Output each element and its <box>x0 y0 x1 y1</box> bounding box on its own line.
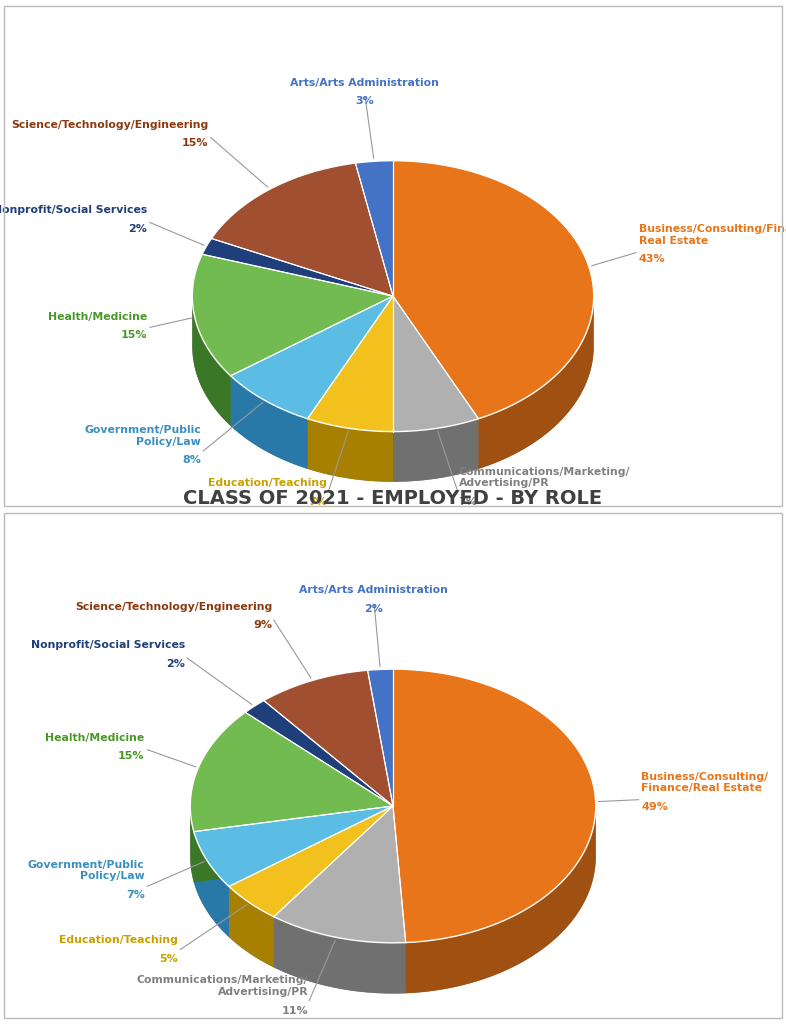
Polygon shape <box>190 713 393 831</box>
Polygon shape <box>393 806 406 993</box>
Polygon shape <box>194 806 393 887</box>
Text: 11%: 11% <box>281 1006 308 1016</box>
Polygon shape <box>307 419 393 482</box>
Text: Government/Public
Policy/Law: Government/Public Policy/Law <box>84 425 201 446</box>
Bar <box>4 513 782 1018</box>
Polygon shape <box>393 669 596 942</box>
Text: 8%: 8% <box>182 456 201 465</box>
Polygon shape <box>406 807 596 993</box>
Text: 7%: 7% <box>459 497 478 507</box>
Polygon shape <box>264 671 393 806</box>
Text: Communications/Marketing/
Advertising/PR: Communications/Marketing/ Advertising/PR <box>137 976 308 997</box>
Polygon shape <box>368 669 393 806</box>
Text: Arts/Arts Administration: Arts/Arts Administration <box>299 585 448 595</box>
Polygon shape <box>274 806 406 943</box>
Polygon shape <box>202 239 393 296</box>
Text: Health/Medicine: Health/Medicine <box>48 312 147 322</box>
Text: Education/Teaching: Education/Teaching <box>59 935 178 945</box>
Polygon shape <box>230 296 393 419</box>
Polygon shape <box>229 806 393 916</box>
Text: Communications/Marketing/
Advertising/PR: Communications/Marketing/ Advertising/PR <box>459 467 630 488</box>
Polygon shape <box>307 296 393 432</box>
Text: 2%: 2% <box>128 224 147 233</box>
Text: Nonprofit/Social Services: Nonprofit/Social Services <box>31 640 185 650</box>
Polygon shape <box>230 376 307 469</box>
Polygon shape <box>194 831 229 937</box>
Polygon shape <box>355 161 393 296</box>
Polygon shape <box>479 296 593 469</box>
Text: 2%: 2% <box>365 603 384 613</box>
Text: 43%: 43% <box>639 254 666 264</box>
Text: Government/Public
Policy/Law: Government/Public Policy/Law <box>28 860 145 882</box>
Polygon shape <box>194 806 393 883</box>
Polygon shape <box>190 806 596 993</box>
Polygon shape <box>245 700 393 806</box>
Text: 49%: 49% <box>641 802 668 812</box>
Text: 9%: 9% <box>253 621 272 630</box>
Text: Business/Consulting/
Finance/Real Estate: Business/Consulting/ Finance/Real Estate <box>641 772 769 794</box>
Polygon shape <box>230 296 393 426</box>
Text: 2%: 2% <box>166 658 185 669</box>
Bar <box>4 6 782 506</box>
Polygon shape <box>393 419 479 482</box>
Text: 7%: 7% <box>126 890 145 900</box>
Polygon shape <box>393 296 479 469</box>
Polygon shape <box>274 916 406 993</box>
Text: 15%: 15% <box>120 331 147 340</box>
Polygon shape <box>393 296 479 432</box>
Text: Science/Technology/Engineering: Science/Technology/Engineering <box>75 601 272 611</box>
Text: 15%: 15% <box>182 138 208 148</box>
Text: Education/Teaching: Education/Teaching <box>208 478 327 488</box>
Text: Arts/Arts Administration: Arts/Arts Administration <box>290 78 439 88</box>
Polygon shape <box>393 296 479 469</box>
Polygon shape <box>393 806 406 993</box>
Polygon shape <box>229 806 393 937</box>
Polygon shape <box>211 163 393 296</box>
Polygon shape <box>190 806 194 883</box>
Text: Health/Medicine: Health/Medicine <box>46 732 145 742</box>
Polygon shape <box>393 161 593 419</box>
Text: Nonprofit/Social Services: Nonprofit/Social Services <box>0 206 147 215</box>
Text: Science/Technology/Engineering: Science/Technology/Engineering <box>11 120 208 130</box>
Polygon shape <box>229 887 274 968</box>
Polygon shape <box>193 296 230 426</box>
Text: 7%: 7% <box>308 497 327 507</box>
Text: 15%: 15% <box>118 752 145 761</box>
Polygon shape <box>307 296 393 469</box>
Polygon shape <box>193 296 593 481</box>
Text: 3%: 3% <box>355 96 374 106</box>
Polygon shape <box>274 806 393 968</box>
Polygon shape <box>307 296 393 469</box>
Polygon shape <box>274 806 393 968</box>
Text: 5%: 5% <box>160 953 178 964</box>
Polygon shape <box>194 806 393 883</box>
Polygon shape <box>229 806 393 937</box>
Polygon shape <box>193 254 393 376</box>
Polygon shape <box>230 296 393 426</box>
Text: Business/Consulting/Finance/
Real Estate: Business/Consulting/Finance/ Real Estate <box>639 224 786 246</box>
Title: CLASS OF 2021 - EMPLOYED - BY ROLE: CLASS OF 2021 - EMPLOYED - BY ROLE <box>183 488 603 508</box>
